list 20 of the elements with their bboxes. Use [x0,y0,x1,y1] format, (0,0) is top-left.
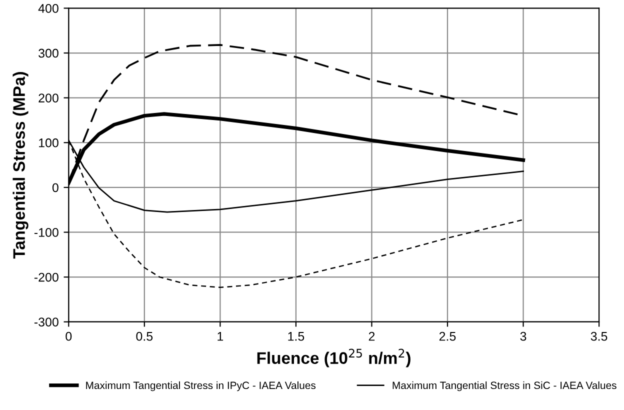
x-axis-title: Fluence (10$^{25}$ n/m$^{2}$) [257,348,410,368]
x-tick-label: 1.5 [288,332,304,341]
x-tick-label: 2 [368,332,375,341]
y-tick-label: -300 [34,318,58,326]
legend-label: Maximum Tangential Stress in SiC - IAEA Values [392,381,616,392]
x-tick-label: 3.5 [590,332,608,341]
y-tick-label: -100 [34,228,58,237]
x-tick-label: 0.5 [136,332,153,341]
x-tick-label: 3 [520,332,526,341]
y-tick-label: 100 [39,138,58,148]
y-tick-label: 0 [52,183,58,192]
legend-label: Maximum Tangential Stress in IPyC - IAEA Values [86,381,316,392]
x-tick-label: 2.5 [439,332,456,341]
y-tick-label: 200 [38,94,58,102]
x-tick-label: 1 [218,332,224,341]
y-tick-label: -200 [34,272,58,282]
y-tick-label: 300 [38,48,58,58]
y-axis-title: Tangential Stress (MPa) [12,72,28,259]
y-tick-label: 400 [38,4,58,13]
x-tick-label: 0 [66,332,72,341]
